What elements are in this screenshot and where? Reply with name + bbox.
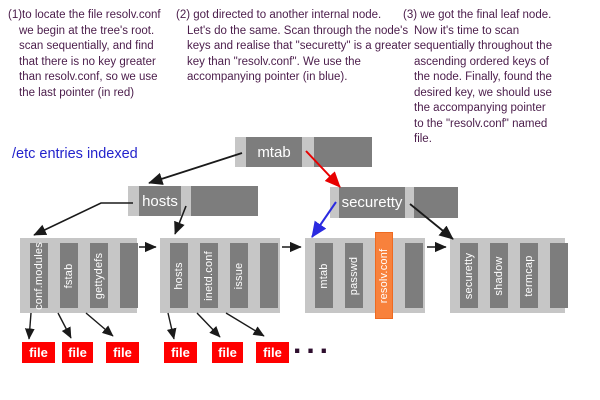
file-arrow-4: [166, 312, 177, 340]
leaf-empty-cell: [260, 243, 278, 308]
leaf-key-issue: issue: [230, 243, 248, 308]
leaf-key-hosts: hosts: [170, 243, 188, 308]
leaf-node-3: mtab passwd resolv.conf: [305, 232, 425, 319]
node-pointer-cell: [235, 137, 246, 167]
note-line: Now it's time to scan: [414, 24, 520, 37]
note-line: the accompanying pointer: [414, 102, 546, 114]
leaf-key-gettydefs: gettydefs: [90, 243, 108, 308]
note-line: ascending ordered keys of: [414, 55, 549, 68]
leaf-key-fstab: fstab: [60, 243, 78, 308]
internal-node-root: mtab: [235, 137, 372, 167]
leaf-key-mtab: mtab: [315, 243, 333, 308]
more-files-ellipsis: ...: [293, 327, 334, 360]
leaf-key-shadow: shadow: [490, 243, 508, 308]
note-line: the node. Finally, found the: [414, 71, 552, 83]
node-pointer-cell: [181, 186, 191, 216]
note-step-2: (2) got directed to another internal nod…: [176, 8, 412, 86]
note-line: accompanying pointer (in blue).: [187, 71, 348, 83]
note-line: file.: [414, 133, 432, 145]
file-arrow-1: [24, 312, 35, 340]
diagram-title: /etc entries indexed: [12, 146, 138, 162]
file-box-3: file: [106, 342, 139, 363]
note-line: scan sequentially, and find: [19, 40, 154, 52]
file-arrow-2: [57, 312, 72, 339]
note-line: the last pointer (in red): [19, 86, 135, 99]
note-line: (1)to locate the file resolv.conf: [8, 9, 161, 21]
internal-node-hosts: hosts: [128, 186, 258, 216]
leaf-node-4: securetty shadow termcap: [450, 238, 568, 313]
pointer-arrow-blue-securetty-to-leaf3: [311, 201, 337, 238]
note-line: sequentially throughout the: [414, 40, 553, 52]
note-line: (3) we got the final leaf node.: [403, 9, 552, 21]
note-line: desired key, we should use: [414, 86, 552, 99]
leaf-key-resolv-conf-highlighted: resolv.conf: [375, 232, 393, 319]
note-line: to the "resolv.conf" named: [414, 117, 548, 130]
file-box-4: file: [164, 342, 197, 363]
node-pointer-cell: [128, 186, 139, 216]
node-key-mtab: mtab: [246, 137, 302, 167]
file-arrow-3: [85, 312, 114, 337]
note-line: that there is no key greater: [19, 55, 156, 68]
pointer-arrow-red-root-to-securetty: [305, 150, 341, 188]
note-line: than resolv.conf, so we use: [19, 71, 158, 83]
node-key-securetty: securetty: [339, 187, 405, 218]
node-key-hosts: hosts: [139, 186, 181, 216]
node-empty-cell: [191, 186, 258, 216]
file-box-1: file: [22, 342, 55, 363]
file-arrow-5: [196, 312, 221, 338]
file-box-5: file: [212, 342, 243, 363]
leaf-key-inetd-conf: inetd.conf: [200, 243, 218, 308]
note-line: Let's do the same. Scan through the node…: [187, 24, 409, 37]
pointer-arrow-hosts-to-leaf1: [33, 202, 133, 236]
pointer-arrow-hosts-to-leaf2: [174, 205, 187, 235]
pointer-arrow-securetty-to-leaf4: [409, 203, 454, 240]
note-line: (2) got directed to another internal nod…: [176, 9, 382, 21]
leaf-key-conf-modules: conf.modules: [30, 242, 48, 309]
leaf-empty-cell: [405, 243, 423, 308]
node-pointer-cell: [405, 187, 414, 218]
leaf-key-passwd: passwd: [345, 243, 363, 308]
note-line: we begin at the tree's root.: [19, 24, 155, 37]
note-step-3: (3) we got the final leaf node. Now it's…: [403, 8, 593, 148]
note-line: keys and realise that "securetty" is a g…: [187, 40, 412, 52]
node-empty-cell: [314, 137, 372, 167]
file-box-2: file: [62, 342, 93, 363]
note-line: key than "resolv.conf". We use the: [187, 55, 361, 68]
leaf-empty-cell: [120, 243, 138, 308]
file-box-6: file: [256, 342, 289, 363]
leaf-node-1: conf.modules fstab gettydefs: [20, 238, 138, 313]
leaf-empty-cell: [550, 243, 568, 308]
note-step-1: (1)to locate the file resolv.conf we beg…: [8, 8, 178, 101]
leaf-key-termcap: termcap: [520, 243, 538, 308]
leaf-key-securetty: securetty: [460, 243, 478, 308]
leaf-node-2: hosts inetd.conf issue: [160, 238, 280, 313]
pointer-arrow-root-to-hosts: [148, 152, 243, 185]
file-arrow-6: [225, 312, 265, 337]
